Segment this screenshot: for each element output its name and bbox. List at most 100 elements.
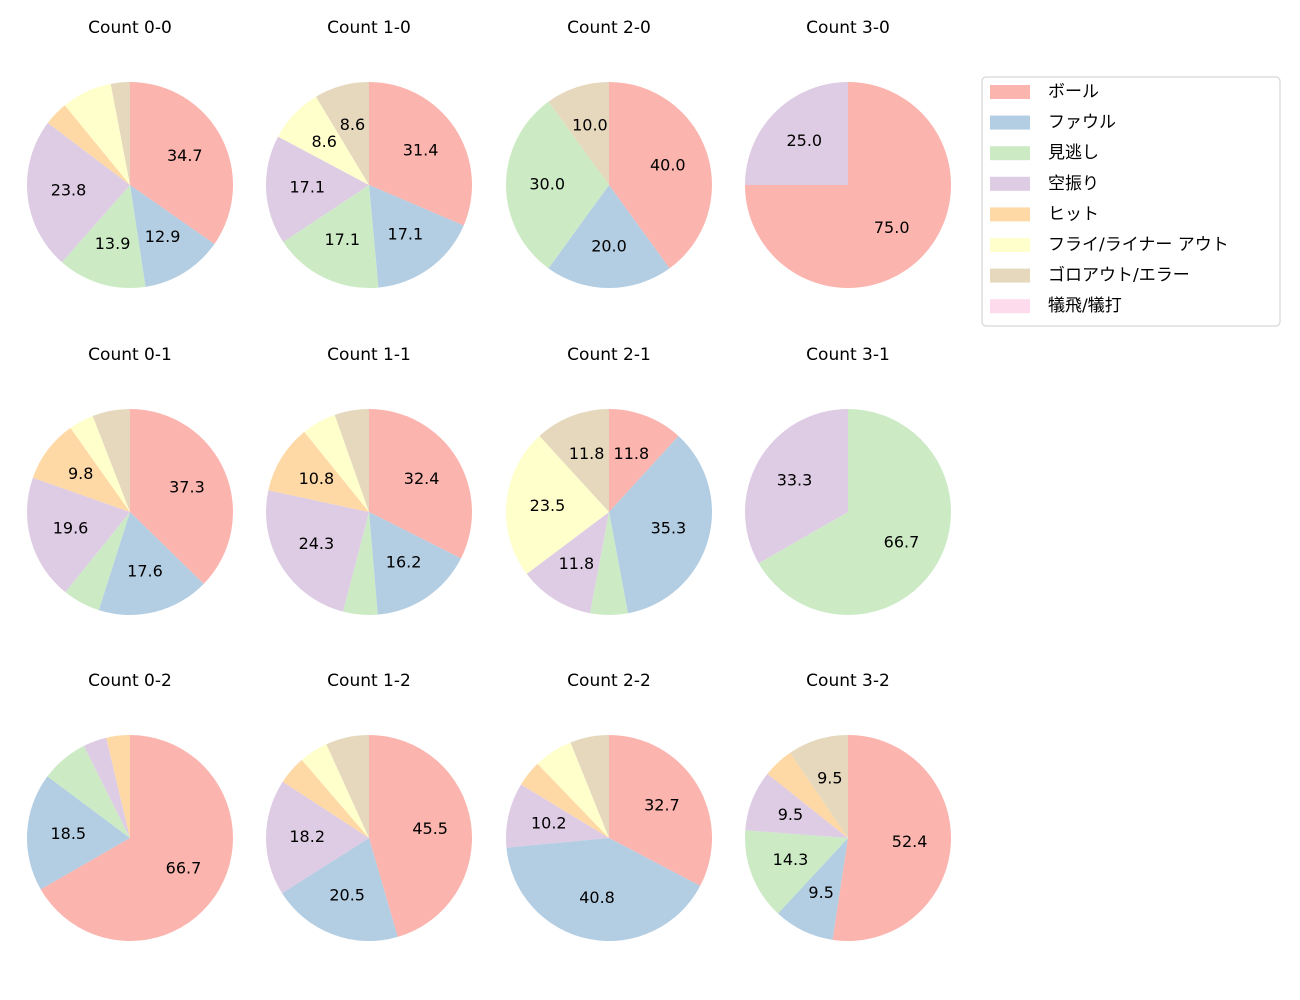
slice-label: 52.4 xyxy=(892,832,928,851)
pie-slice xyxy=(283,185,379,288)
slice-label: 16.2 xyxy=(386,553,422,572)
pie-slice xyxy=(268,431,369,512)
pie-slice xyxy=(744,409,848,564)
pie-slice xyxy=(539,409,609,512)
slice-label: 10.0 xyxy=(572,116,608,135)
slice-label: 34.7 xyxy=(167,146,203,165)
legend-swatch xyxy=(990,207,1030,222)
pie-slice xyxy=(32,427,130,512)
pie-slice xyxy=(767,752,848,838)
slice-label: 17.6 xyxy=(127,561,163,580)
pie-slice xyxy=(832,735,952,941)
pie-slice xyxy=(790,735,848,838)
pie-slice xyxy=(369,82,472,226)
pie-title: Count 0-1 xyxy=(88,345,172,365)
pie-slice xyxy=(506,435,609,574)
pie-slice xyxy=(65,512,130,611)
slice-label: 9.5 xyxy=(778,805,803,824)
pie-slice xyxy=(570,735,609,838)
slice-label: 10.2 xyxy=(531,814,567,833)
slice-label: 20.0 xyxy=(591,236,627,255)
slice-label: 17.1 xyxy=(289,178,325,197)
slice-label: 45.5 xyxy=(412,819,448,838)
pie-slice xyxy=(47,105,130,185)
pie-slice xyxy=(282,759,369,838)
pie-slice xyxy=(130,185,215,287)
pie-slice xyxy=(64,83,130,185)
slice-label: 18.5 xyxy=(50,824,86,843)
pie-slice xyxy=(26,477,130,593)
slice-label: 9.8 xyxy=(68,464,93,483)
legend-box xyxy=(981,76,1281,327)
legend-label: 空振り xyxy=(1048,174,1099,194)
legend-label: ボール xyxy=(1048,82,1099,102)
slice-label: 23.8 xyxy=(51,181,87,200)
pie-title: Count 2-1 xyxy=(567,345,651,365)
slice-label: 66.7 xyxy=(884,532,920,551)
pie-slice xyxy=(92,409,130,512)
slice-label: 20.5 xyxy=(329,885,365,904)
slice-label: 66.7 xyxy=(166,858,202,877)
slice-label: 24.3 xyxy=(299,534,335,553)
slice-label: 31.4 xyxy=(403,140,439,159)
slice-label: 10.8 xyxy=(299,469,335,488)
slice-label: 11.8 xyxy=(569,444,605,463)
pie-slice xyxy=(98,512,204,615)
pie-title: Count 0-0 xyxy=(88,18,172,38)
slice-label: 11.8 xyxy=(559,554,595,573)
pie-slice xyxy=(315,82,369,185)
pie-title: Count 3-2 xyxy=(806,671,890,691)
legend-label: ファウル xyxy=(1048,113,1116,133)
slice-label: 40.8 xyxy=(579,888,615,907)
slice-label: 11.8 xyxy=(614,444,650,463)
pie-slice xyxy=(506,784,609,848)
pie-title: Count 0-2 xyxy=(88,671,172,691)
pie-slice xyxy=(130,409,233,584)
slice-label: 12.9 xyxy=(145,227,181,246)
pie-slice xyxy=(745,830,848,914)
pie-slice xyxy=(745,773,848,838)
legend-swatch xyxy=(990,115,1030,130)
pie-title: Count 3-0 xyxy=(806,18,890,38)
legend-label: ゴロアウト/エラー xyxy=(1048,265,1190,286)
pie-slice xyxy=(301,744,369,838)
slice-label: 37.3 xyxy=(169,477,205,496)
pie-slice xyxy=(83,737,130,838)
pie-slice xyxy=(282,838,398,942)
pie-slice xyxy=(266,781,369,894)
pie-slice xyxy=(326,735,369,838)
pie-slice xyxy=(548,185,670,288)
pie-slice xyxy=(369,735,473,937)
pie-slice xyxy=(609,82,713,269)
pie-title: Count 1-1 xyxy=(327,345,411,365)
legend-swatch xyxy=(990,176,1030,191)
slice-label: 25.0 xyxy=(786,131,822,150)
pie-slice xyxy=(369,409,472,559)
pie-title: Count 2-0 xyxy=(567,18,651,38)
pie-slice xyxy=(130,82,233,244)
pie-slice xyxy=(369,512,461,615)
slice-label: 33.3 xyxy=(777,471,813,490)
pie-slice xyxy=(70,415,130,512)
pie-slice xyxy=(26,776,130,890)
slice-label: 9.5 xyxy=(808,883,833,902)
slice-label: 19.6 xyxy=(53,518,89,537)
legend-label: ヒット xyxy=(1048,204,1099,224)
slice-label: 32.4 xyxy=(404,469,440,488)
pie-slice xyxy=(548,82,609,185)
pie-title: Count 2-2 xyxy=(567,671,651,691)
pie-slice xyxy=(526,512,609,614)
pie-slice xyxy=(304,414,369,512)
slice-label: 18.2 xyxy=(289,827,325,846)
legend-label: 見逃し xyxy=(1048,143,1099,163)
legend-label: 犠飛/犠打 xyxy=(1048,296,1122,316)
pie-slice xyxy=(777,838,848,940)
pie-slice xyxy=(343,512,378,616)
pie-slice xyxy=(609,409,679,512)
pie-slice xyxy=(506,838,701,941)
slice-label: 13.9 xyxy=(95,234,131,253)
legend-swatch xyxy=(990,268,1030,283)
slice-label: 75.0 xyxy=(874,218,910,237)
pie-slice xyxy=(47,745,131,838)
